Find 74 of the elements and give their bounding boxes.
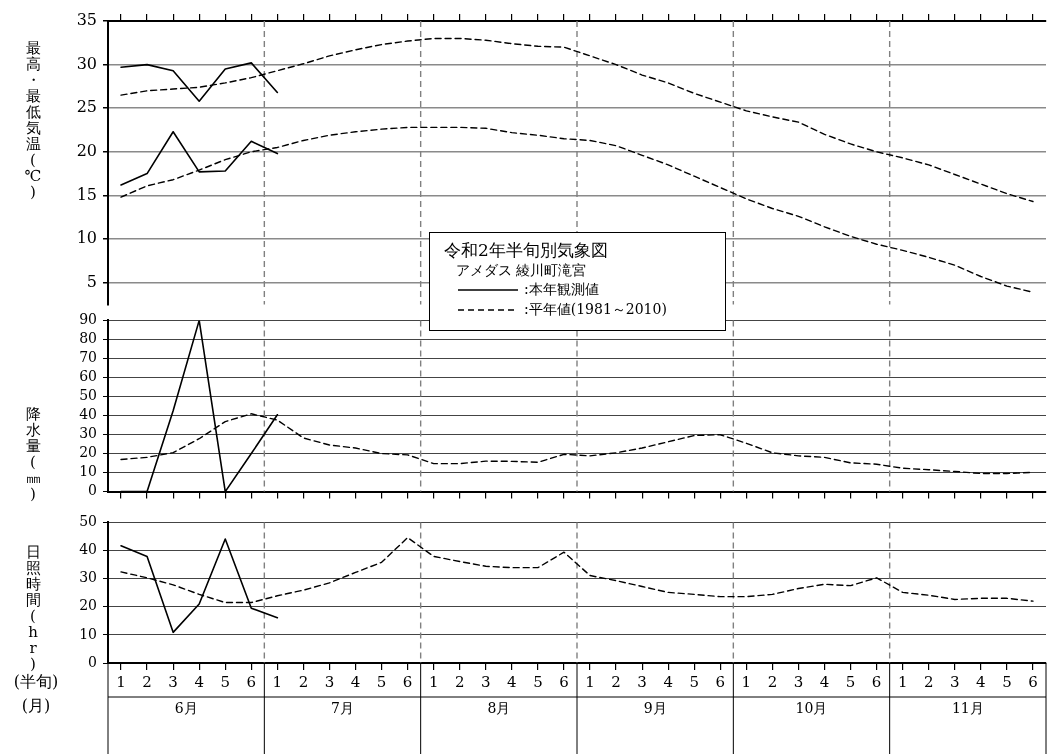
y-tick-label: 90 [79,311,97,328]
y-tick-label: 30 [79,569,97,586]
y-tick-label: 40 [79,541,97,558]
x-tick-label: 1 [116,672,126,691]
x-tick-label: 5 [1002,672,1012,691]
x-tick-label: 6 [559,672,569,691]
x-tick-label: 6 [246,672,257,691]
text: 7月 [331,699,354,716]
y-tick-label: 25 [76,97,97,117]
x-tick-label: 1 [272,672,283,691]
x-tick-label: 2 [923,672,934,691]
y-tick-label: 40 [79,406,97,423]
x-tick-label: 1 [897,672,908,691]
x-tick-label: 6 [402,672,413,691]
x-axis-title: (半旬) [13,672,59,692]
x-tick-label: 6 [715,672,726,691]
y-tick-label: 0 [88,653,97,670]
y-axis-title: 降水量(㎜) [24,405,42,503]
x-tick-label: 5 [845,672,856,691]
text: 10月 [795,699,828,716]
text: (月) [21,696,51,716]
x-tick-label: 2 [767,672,778,691]
legend-label: :平年値(1981～2010) [524,301,667,320]
y-tick-label: 20 [79,597,97,614]
text: 6月 [174,699,198,716]
x-tick-label: 1 [585,672,595,691]
y-tick-label: 70 [79,349,97,366]
x-tick-label: 4 [350,672,361,691]
x-tick-label: 3 [793,672,804,691]
x-tick-label: 2 [142,672,152,691]
x-tick-label: 2 [298,672,309,691]
y-tick-label: 10 [79,463,97,480]
x-tick-label: 6 [871,672,882,691]
x-tick-label: 5 [220,672,231,691]
y-tick-label: 30 [79,425,97,442]
legend-label: :本年観測値 [524,281,599,300]
y-tick-label: 10 [79,625,97,642]
x-tick-label: 4 [819,672,830,691]
x-tick-label: 1 [428,672,439,691]
y-tick-label: 50 [79,387,97,404]
y-tick-label: 30 [76,53,97,73]
x-tick-label: 4 [976,672,986,691]
x-tick-label: 3 [481,672,491,691]
y-tick-label: 80 [79,330,97,347]
text: 8月 [487,699,511,716]
y-tick-label: 35 [76,10,97,30]
x-tick-label: 3 [950,672,960,691]
x-tick-label: 2 [454,672,465,691]
x-tick-label: 5 [376,672,387,691]
text: 令和2年半旬別気象図 [444,239,609,263]
x-tick-label: 3 [168,672,178,691]
text: 9月 [643,699,667,716]
x-tick-label: 3 [637,672,647,691]
y-tick-label: 0 [88,482,97,499]
x-tick-label: 1 [741,672,752,691]
y-tick-label: 20 [79,444,97,461]
x-tick-label: 4 [194,672,204,691]
x-tick-label: 2 [611,672,621,691]
text: アメダス 綾川町滝宮 [456,262,588,281]
x-tick-label: 4 [507,672,517,691]
y-tick-label: 5 [86,271,97,291]
x-tick-label: 6 [1028,672,1038,691]
x-tick-label: 4 [663,672,673,691]
x-tick-label: 5 [689,672,700,691]
text: 11月 [951,699,984,716]
text: 最高・最低気温(℃) [24,39,42,201]
x-tick-label: 5 [533,672,543,691]
y-axis-title: 日照時間(hr) [24,543,42,673]
y-tick-label: 20 [76,140,97,160]
y-tick-label: 15 [76,184,97,204]
y-tick-label: 60 [79,368,97,385]
y-tick-label: 10 [76,228,97,248]
x-tick-label: 3 [324,672,335,691]
y-tick-label: 50 [79,513,97,530]
